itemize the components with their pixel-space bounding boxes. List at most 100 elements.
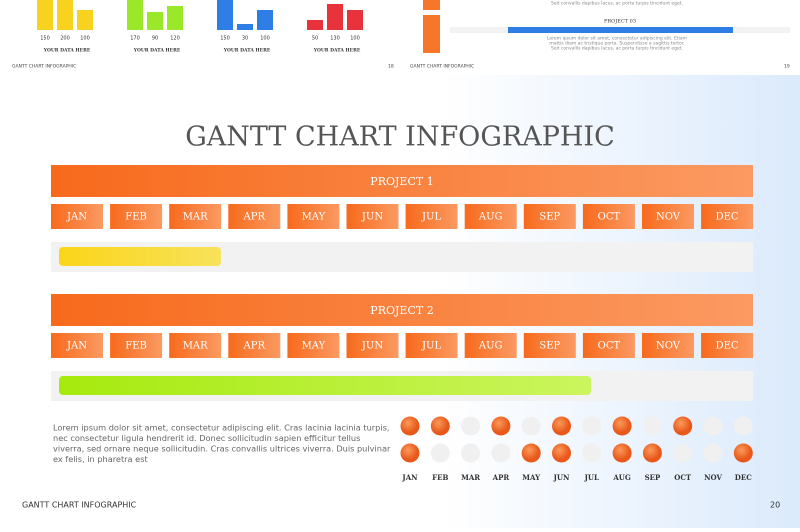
bar <box>37 0 53 30</box>
bar <box>57 0 73 30</box>
activity-dot <box>642 416 662 436</box>
project-name: PROJECT 2 <box>370 304 433 317</box>
month-label: MAY <box>302 341 326 352</box>
month-box <box>642 204 694 229</box>
value-label: 170 <box>130 36 140 42</box>
text: Sed convallis dapibus lacus, ac porta tu… <box>551 46 683 52</box>
page-number: 20 <box>770 501 780 510</box>
footer: GANTT CHART INFOGRAPHIC <box>410 64 474 70</box>
activity-dot <box>612 443 632 463</box>
month-label: OCT <box>674 473 692 482</box>
value-label: 30 <box>242 36 248 42</box>
month-label: JUL <box>421 341 441 352</box>
activity-dot <box>703 443 723 463</box>
bar <box>127 0 143 30</box>
month-box <box>346 333 399 358</box>
project-name: PROJECT 03 <box>604 19 636 25</box>
activity-dot <box>400 443 420 463</box>
month-box <box>169 204 222 229</box>
month-label: MAY <box>522 473 541 482</box>
title: GANTT CHART INFOGRAPHIC <box>185 122 615 153</box>
gantt-bar <box>59 376 592 395</box>
month-box <box>701 204 754 229</box>
activity-dot <box>461 416 481 436</box>
month-label: SEP <box>539 212 560 223</box>
text: mattis diam ac tristique porta. Suspendi… <box>549 41 684 47</box>
month-box <box>642 333 694 358</box>
value-label: 90 <box>152 36 158 42</box>
progress <box>508 27 733 33</box>
caption: YOUR DATA HERE <box>133 48 181 54</box>
month-label: FEB <box>432 473 448 482</box>
activity-dot <box>552 416 571 436</box>
caption: YOUR DATA HERE <box>223 48 271 54</box>
month-box <box>701 333 754 358</box>
decor <box>423 15 440 53</box>
activity-dot <box>552 443 571 463</box>
value-label: 100 <box>80 36 90 42</box>
month-label: MAR <box>183 212 208 223</box>
page-number: 18 <box>388 64 394 70</box>
month-label: NOV <box>656 341 681 352</box>
body-text: nec consectetur ligula hendrerit id. Don… <box>53 433 360 443</box>
activity-dot <box>612 416 632 436</box>
activity-dot <box>430 443 450 463</box>
footer: GANTT CHART INFOGRAPHIC <box>12 64 76 70</box>
month-box <box>464 333 517 358</box>
month-box <box>287 333 340 358</box>
month-label: NOV <box>704 473 722 482</box>
month-label: OCT <box>598 212 621 223</box>
month-label: JAN <box>401 473 418 482</box>
activity-dot <box>461 443 481 463</box>
activity-dot <box>703 416 723 436</box>
month-label: FEB <box>125 341 147 352</box>
caption: YOUR DATA HERE <box>313 48 361 54</box>
month-label: AUG <box>478 341 503 352</box>
body-text: ex felis, in pharetra est <box>53 454 148 464</box>
activity-dot <box>582 443 602 463</box>
bar <box>237 24 253 30</box>
month-box <box>464 204 517 229</box>
month-box <box>228 333 281 358</box>
month-box <box>405 333 458 358</box>
month-box <box>169 333 222 358</box>
month-box <box>346 204 399 229</box>
bar <box>257 10 273 30</box>
bar <box>327 4 343 30</box>
activity-dot <box>521 443 541 463</box>
decor <box>423 0 440 10</box>
project-header <box>51 294 753 326</box>
value-label: 150 <box>220 36 230 42</box>
month-box <box>405 204 458 229</box>
activity-dot <box>582 416 602 436</box>
bar <box>347 10 363 30</box>
bar <box>217 0 233 30</box>
month-label: JUN <box>361 341 383 352</box>
month-label: JUL <box>584 473 599 482</box>
activity-dot <box>400 416 420 436</box>
month-label: JUN <box>553 473 570 482</box>
activity-dot <box>673 443 693 463</box>
month-box <box>287 204 340 229</box>
bar <box>77 10 93 30</box>
month-label: JAN <box>66 212 87 223</box>
value-label: 200 <box>60 36 70 42</box>
month-label: AUG <box>478 212 503 223</box>
project-header <box>51 165 753 197</box>
month-label: APR <box>243 212 266 223</box>
value-label: 150 <box>40 36 50 42</box>
text: Lorem ipsum dolor sit amet, consectetur … <box>547 36 687 42</box>
value-label: 100 <box>260 36 270 42</box>
activity-dot <box>521 416 541 436</box>
activity-dot <box>733 443 753 463</box>
month-label: SEP <box>539 341 560 352</box>
month-label: JAN <box>66 341 87 352</box>
thumb-chart <box>37 0 363 30</box>
month-box <box>582 204 635 229</box>
bar <box>147 12 163 30</box>
month-box <box>51 204 103 229</box>
month-label: AUG <box>612 473 631 482</box>
month-box <box>582 333 635 358</box>
